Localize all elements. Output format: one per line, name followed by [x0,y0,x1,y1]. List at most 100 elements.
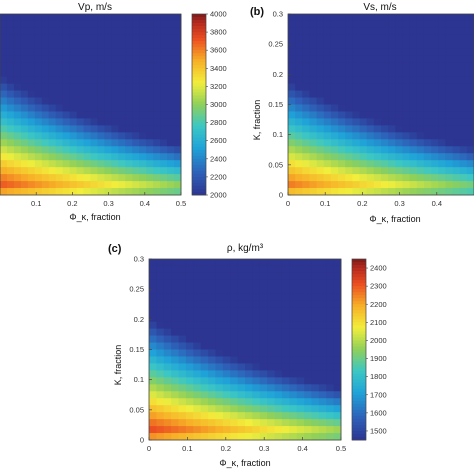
heatmap-cell [402,125,411,133]
heatmap-cell [200,384,209,392]
heatmap-cell [153,125,161,133]
heatmap-cell [185,335,194,343]
heatmap-cell [34,111,43,119]
heatmap-cell [174,55,182,64]
heatmap-cell [20,83,29,91]
heatmap-cell [311,307,320,316]
heatmap-cell [222,265,231,274]
colorbar-swatch [192,92,206,96]
heatmap-cell [409,174,418,182]
heatmap-cell [208,342,216,350]
heatmap-cell [125,118,133,126]
heatmap-cell [146,139,154,147]
colorbar-swatch [352,355,366,359]
heatmap-cell [111,125,119,133]
heatmap-cell [295,160,303,168]
heatmap-cell [452,97,461,105]
heatmap-cell [13,146,22,154]
heatmap-cell [48,118,57,126]
heatmap-cell [316,132,325,140]
heatmap-cell [338,132,346,140]
heatmap-cell [69,132,77,140]
heatmap-cell [316,62,325,71]
plot-frame [0,13,182,196]
heatmap-cell [416,132,425,140]
heatmap-cell [388,181,396,189]
heatmap-cell [163,272,172,281]
heatmap-cell [83,97,91,105]
heatmap-cell [366,62,375,71]
heatmap-cell [20,139,29,147]
heatmap-cell [452,139,461,147]
heatmap-cell [395,14,403,22]
heatmap-cell [41,76,50,85]
x-ticks: 0 0.1 0.2 0.3 0.4 0.5 [147,437,346,453]
heatmap-cell [55,55,64,64]
heatmap-cell [222,321,231,330]
heatmap-cell [118,174,126,182]
heatmap-cell [359,41,368,50]
heatmap-cell [139,188,147,196]
heatmap-cell [156,377,165,385]
heatmap-cell [6,111,15,119]
heatmap-cell [6,97,15,105]
heatmap-cell [388,146,396,154]
heatmap-cell [69,34,77,43]
heatmap-cell [309,48,318,57]
colorbar-swatch [192,149,206,154]
heatmap-cell [295,27,303,36]
heatmap-cell [395,174,403,182]
y-tick-label: 0.05 [129,405,144,414]
heatmap-cell [41,55,50,64]
heatmap-cell [333,265,342,274]
heatmap-cell [97,48,105,57]
heatmap-cell [459,146,468,154]
heatmap-cell [185,398,194,406]
heatmap-cell [267,405,275,413]
heatmap-cell [153,76,161,85]
heatmap-cell [132,62,140,71]
heatmap-cell [167,41,175,50]
heatmap-cell [281,356,290,364]
heatmap-cell [309,69,318,78]
heatmap-cell [466,83,474,91]
heatmap-cell [333,300,342,309]
heatmap-cell [445,34,453,43]
heatmap-cell [178,314,187,323]
heatmap-cell [359,111,368,119]
colorbar-swatch [352,322,366,326]
heatmap-cell [104,104,112,112]
heatmap-cell [237,391,246,399]
heatmap-cell [288,62,296,71]
heatmap-cell [174,62,182,71]
heatmap-cell [160,160,168,168]
heatmap-cell [323,104,332,112]
heatmap-cell [125,181,133,189]
colorbar-swatch [192,167,206,172]
heatmap-cell [237,272,246,281]
heatmap-cell [409,139,418,147]
x-tick-label: 0.3 [394,199,404,208]
heatmap-cell [174,125,182,133]
heatmap-cell [0,55,8,64]
heatmap-cell [304,265,312,274]
heatmap-cell [423,48,432,57]
heatmap-cell [323,27,332,36]
heatmap-cell [381,69,389,78]
heatmap-cell [48,111,57,119]
heatmap-cell [153,146,161,154]
heatmap-cell [296,335,305,343]
colorbar-tick-label: 2300 [370,282,387,291]
heatmap-cell [27,167,36,175]
heatmap-cell [245,426,253,434]
colorbar-tick-label: 2000 [370,336,387,345]
heatmap-cell [326,342,335,350]
heatmap-cell [311,314,320,323]
heatmap-cell [438,62,446,71]
heatmap-cell [373,62,382,71]
heatmap-cell [402,48,411,57]
heatmap-cell [0,48,8,57]
heatmap-cell [167,76,175,85]
heatmap-cell [352,188,360,196]
heatmap-cell [90,167,98,175]
